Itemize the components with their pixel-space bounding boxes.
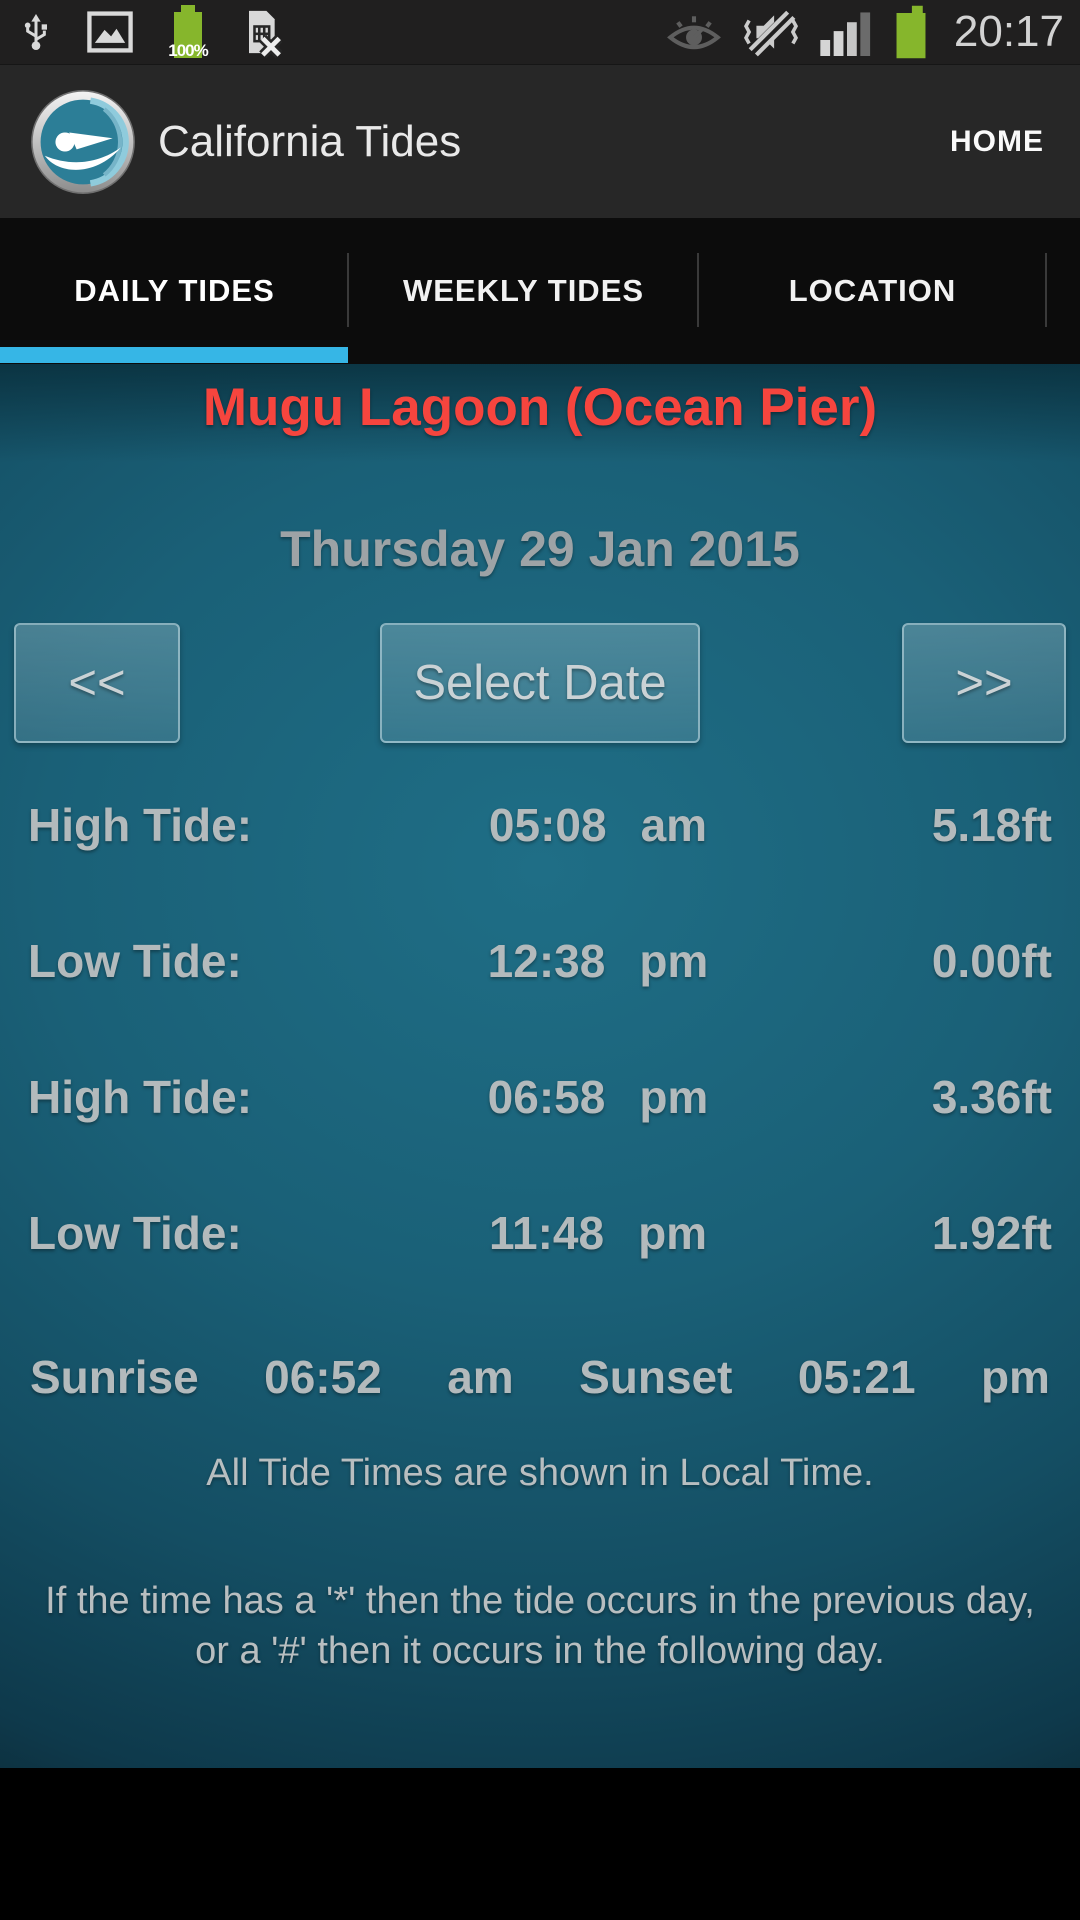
mute-vibrate-icon xyxy=(743,10,798,57)
sunrise-label: Sunrise xyxy=(30,1351,199,1403)
home-button[interactable]: HOME xyxy=(950,124,1044,158)
tab-daily-tides[interactable]: DAILY TIDES xyxy=(74,273,275,308)
prev-date-button[interactable]: << xyxy=(14,623,180,743)
app-logo-icon xyxy=(31,89,135,194)
status-bar: 100% xyxy=(0,0,1080,64)
battery-icon xyxy=(896,5,926,59)
battery-100-icon: 100% xyxy=(164,3,212,61)
status-icons-left: 100% xyxy=(16,3,282,61)
sunrise-meridiem: am xyxy=(447,1351,514,1403)
sunset-meridiem: pm xyxy=(980,1351,1050,1403)
tide-time: 12:38 xyxy=(487,935,606,987)
bottom-black-area xyxy=(0,1768,1080,1920)
tide-time: 06:58 xyxy=(487,1071,606,1123)
usb-icon xyxy=(24,14,47,50)
sun-row: Sunrise 06:52 am Sunset 05:21 pm xyxy=(0,1334,1080,1420)
sunrise-time: 06:52 xyxy=(264,1351,382,1403)
app-bar: California Tides HOME xyxy=(0,64,1080,218)
local-time-note: All Tide Times are shown in Local Time. xyxy=(206,1452,874,1494)
tab-divider xyxy=(1045,253,1047,327)
tab-weekly-tides[interactable]: WEEKLY TIDES xyxy=(402,273,645,308)
tide-time: 11:48 xyxy=(488,1207,605,1259)
tab-location[interactable]: LOCATION xyxy=(788,273,957,308)
sunset-label: Sunset xyxy=(579,1351,733,1403)
location-title: Mugu Lagoon (Ocean Pier) xyxy=(202,378,878,437)
next-date-button[interactable]: >> xyxy=(902,623,1066,743)
gallery-icon xyxy=(87,11,133,53)
tab-bar: DAILY TIDES WEEKLY TIDES LOCATION xyxy=(0,218,1080,364)
tide-meridiem: pm xyxy=(639,1071,709,1123)
tide-time: 05:08 xyxy=(488,799,607,851)
footnote: If the time has a '*' then the tide occu… xyxy=(45,1580,1035,1672)
tide-meridiem: pm xyxy=(638,1207,708,1259)
tide-row: High Tide: 05:08 am 5.18ft xyxy=(0,782,1080,868)
tide-label: Low Tide: xyxy=(28,935,242,987)
smart-stay-eye-icon xyxy=(666,16,721,50)
tide-label: High Tide: xyxy=(28,799,253,851)
select-date-button[interactable]: Select Date xyxy=(380,623,700,743)
battery-percent-label: 100% xyxy=(168,41,208,60)
tide-height: 1.92ft xyxy=(931,1207,1052,1259)
tide-label: Low Tide: xyxy=(28,1207,242,1259)
signal-strength-icon xyxy=(820,12,871,56)
tide-row: Low Tide: 12:38 pm 0.00ft xyxy=(0,918,1080,1004)
tide-meridiem: pm xyxy=(639,935,709,987)
tab-divider xyxy=(697,253,699,327)
no-sim-icon xyxy=(249,10,282,59)
tide-row: Low Tide: 11:48 pm 1.92ft xyxy=(0,1190,1080,1276)
tide-height: 5.18ft xyxy=(931,799,1052,851)
tide-height: 3.36ft xyxy=(931,1071,1052,1123)
tab-divider xyxy=(347,253,349,327)
tide-meridiem: am xyxy=(640,799,708,851)
tide-row: High Tide: 06:58 pm 3.36ft xyxy=(0,1054,1080,1140)
clock: 20:17 xyxy=(953,7,1064,56)
app-title: California Tides xyxy=(158,116,462,166)
status-icons-right: 20:17 xyxy=(666,4,1064,60)
date-heading: Thursday 29 Jan 2015 xyxy=(280,521,800,577)
tide-height: 0.00ft xyxy=(931,935,1052,987)
tide-label: High Tide: xyxy=(28,1071,253,1123)
active-tab-indicator xyxy=(0,347,348,363)
daily-tides-panel: Mugu Lagoon (Ocean Pier) Thursday 29 Jan… xyxy=(0,364,1080,1768)
sunset-time: 05:21 xyxy=(797,1351,916,1403)
